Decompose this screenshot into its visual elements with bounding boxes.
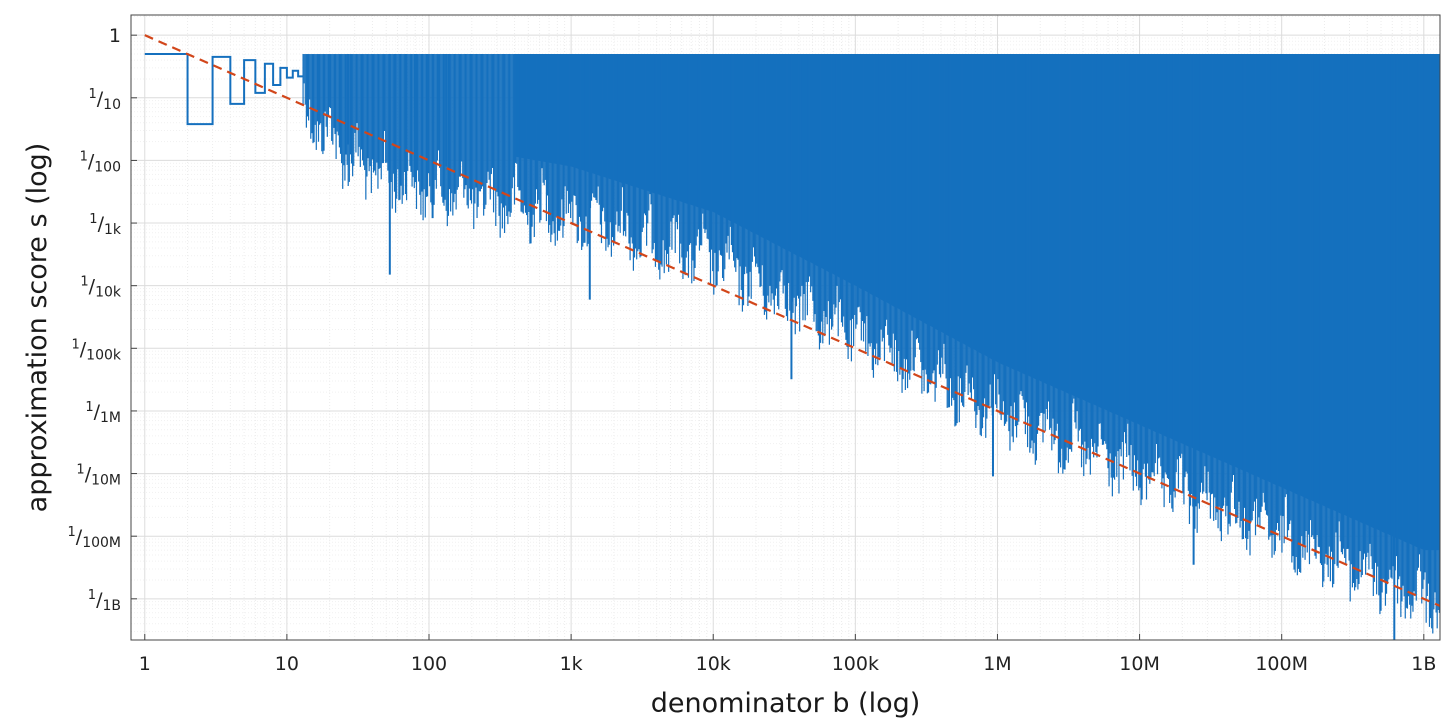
score-series xyxy=(144,53,1440,640)
y-tick-label: 1/10M xyxy=(76,463,121,489)
y-tick-label: 1/1B xyxy=(88,588,121,614)
x-tick-label: 100 xyxy=(411,653,447,675)
x-tick-label: 1k xyxy=(560,653,583,675)
reference-line-series xyxy=(144,34,1441,607)
x-tick-label: 1M xyxy=(983,653,1011,675)
x-tick-label: 10M xyxy=(1119,653,1160,675)
x-tick-label: 100k xyxy=(832,653,879,675)
x-tick-label: 1 xyxy=(139,653,151,675)
x-axis-title: denominator b (log) xyxy=(651,688,921,719)
x-tick-label: 10k xyxy=(696,653,731,675)
x-axis-ticks: 1 10 100 1k 10k 100k 1M 10M 100M 1B xyxy=(139,634,1436,675)
y-tick-label: 1 xyxy=(109,25,121,47)
score-initial-steps xyxy=(144,53,304,126)
x-tick-label: 10 xyxy=(275,653,299,675)
plot-frame xyxy=(130,14,1441,641)
reference-dashed-line xyxy=(144,34,1441,607)
x-tick-label: 100M xyxy=(1255,653,1308,675)
x-tick-label: 1B xyxy=(1411,653,1436,675)
y-tick-label: 1/10 xyxy=(88,87,121,113)
y-tick-label: 1/100k xyxy=(71,337,121,363)
y-tick-label: 1/10k xyxy=(80,275,122,301)
y-tick-label: 1/1k xyxy=(89,212,122,238)
y-tick-label: 1/1M xyxy=(85,400,121,426)
y-axis-title: approximation score s (log) xyxy=(22,143,53,513)
y-axis-ticks: 1 1/10 1/100 1/1k 1/10k 1/100k 1/1M 1/10M 1/100M… xyxy=(68,25,137,614)
y-tick-label: 1/100M xyxy=(68,525,122,551)
y-tick-label: 1/100 xyxy=(80,149,121,175)
